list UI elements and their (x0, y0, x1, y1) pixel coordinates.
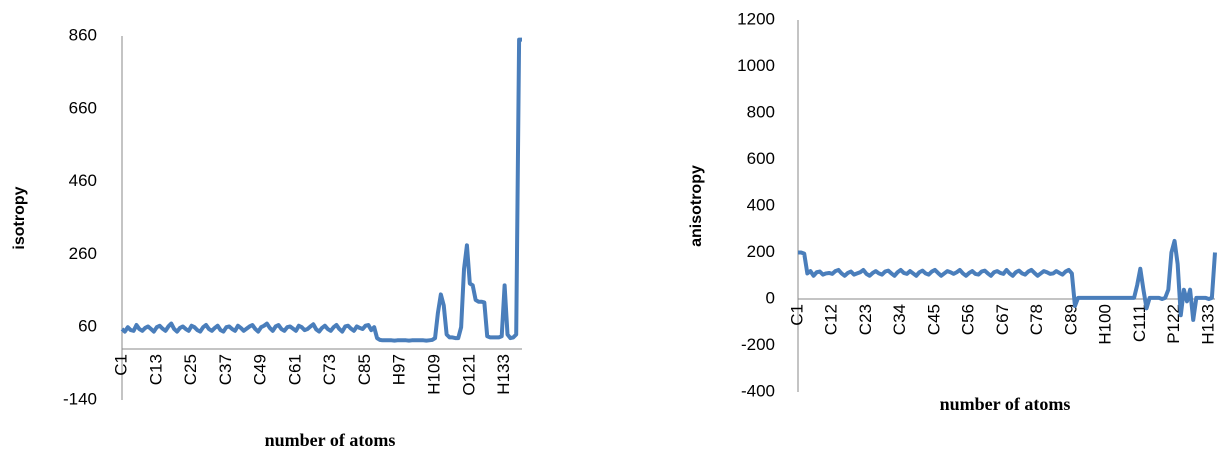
y-tick-label: 200 (747, 242, 775, 261)
x-tick-label: C111 (1130, 304, 1149, 342)
x-tick-label: H97 (390, 354, 409, 385)
x-tick-label: C34 (890, 304, 909, 335)
x-tick-label: C78 (1027, 304, 1046, 335)
x-tick-label: C61 (285, 354, 304, 385)
y-tick-label: -200 (741, 335, 775, 354)
data-line (798, 238, 1217, 322)
x-tick-label: P122 (1164, 304, 1183, 344)
y-tick-label: 0 (766, 288, 775, 307)
y-tick-label: 800 (747, 102, 775, 121)
y-tick-label: 860 (69, 25, 97, 44)
x-tick-label: C1 (111, 354, 130, 376)
x-axis-title: number of atoms (265, 430, 396, 450)
x-tick-label: C37 (216, 354, 235, 385)
x-tick-label: H100 (1096, 304, 1115, 345)
y-tick-label: 600 (747, 149, 775, 168)
y-tick-label: 660 (69, 98, 97, 117)
y-tick-label: -140 (63, 389, 97, 408)
y-tick-label: 60 (78, 317, 97, 336)
y-tick-label: 400 (747, 195, 775, 214)
x-tick-label: C12 (822, 304, 841, 335)
x-tick-label: C1 (787, 304, 806, 326)
data-line (120, 37, 522, 343)
x-tick-label: C85 (355, 354, 374, 385)
y-axis-title: isotropy (11, 186, 28, 249)
x-tick-label: C49 (251, 354, 270, 385)
x-tick-label: C56 (959, 304, 978, 335)
y-tick-label: 260 (69, 244, 97, 263)
x-tick-label: C73 (320, 354, 339, 385)
y-tick-label: 1200 (737, 9, 775, 28)
x-tick-label: C89 (1061, 304, 1080, 335)
y-axis-title: anisotropy (688, 165, 705, 247)
y-tick-label: 460 (69, 171, 97, 190)
y-tick-label: -400 (741, 381, 775, 400)
x-tick-label: H109 (425, 354, 444, 395)
x-tick-label: C23 (856, 304, 875, 335)
y-tick-label: 1000 (737, 56, 775, 75)
x-tick-label: H133 (1198, 304, 1217, 345)
x-tick-label: H133 (494, 354, 513, 395)
x-tick-label: C67 (993, 304, 1012, 335)
x-tick-label: C45 (924, 304, 943, 335)
x-axis-title: number of atoms (940, 394, 1071, 414)
x-tick-label: C25 (181, 354, 200, 385)
x-tick-label: C13 (146, 354, 165, 385)
x-tick-label: O121 (459, 354, 478, 396)
